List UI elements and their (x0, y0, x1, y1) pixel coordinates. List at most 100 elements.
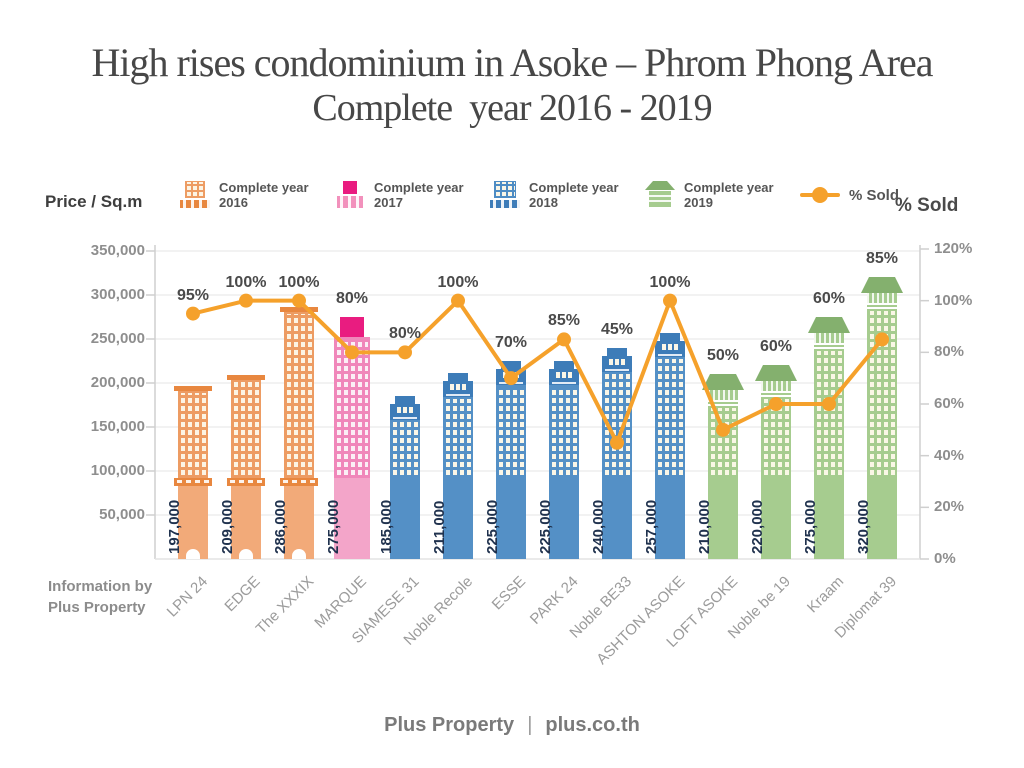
bar-value-noble-recole: 211,000 (431, 500, 448, 554)
line-point-ashton-asoke (663, 293, 677, 308)
bar-penthouse-noble-recole (448, 373, 468, 382)
bar-base-marque (334, 478, 370, 559)
bar-door-notch (239, 549, 253, 559)
pct-sold-label-the-xxxix: 100% (278, 273, 320, 291)
bar-balcony-noble-be-19 (761, 381, 791, 392)
bar-door-notch (292, 549, 306, 559)
legend-label: Complete year (684, 180, 774, 195)
bar-strip-noble-recole (443, 381, 473, 398)
bar-cap-the-xxxix (280, 307, 318, 313)
bar-ledge-noble-be-19 (761, 391, 791, 398)
line-point-siamese-31 (398, 345, 412, 360)
pct-sold-label-diplomat-39: 85% (865, 250, 899, 268)
bar-cap-lpn-24 (174, 385, 212, 391)
legend-item-2018: Complete year 2018 (490, 180, 645, 210)
line-point-park-24 (557, 332, 571, 347)
bar-penthouse-park-24 (554, 361, 574, 369)
right-axis-tick-label: 80% (934, 343, 965, 361)
chart-title-line2: Complete year 2016 - 2019 (312, 87, 712, 129)
bar-base-esse (496, 478, 526, 559)
bar-strip-windows (660, 343, 680, 350)
footer-site: plus.co.th (545, 714, 640, 736)
bar-penthouse-noble-be33 (607, 347, 627, 356)
line-point-marque (345, 345, 359, 360)
bar-strip-ledge (393, 417, 417, 420)
building-2018-icon (490, 181, 520, 209)
bar-base-loft-asoke (708, 478, 738, 559)
bar-value-the-xxxix: 286,000 (272, 499, 289, 554)
bar-body-loft-asoke (708, 406, 738, 478)
right-axis-tick-label: 100% (934, 291, 973, 309)
legend-label: % Sold (849, 186, 900, 204)
bar-base-noble-be33 (602, 478, 632, 559)
bar-band-dashes (230, 480, 262, 483)
bar-roof-kraam (808, 317, 850, 333)
bar-base-siamese-31 (390, 478, 420, 559)
bar-strip-windows (554, 372, 574, 378)
bar-base-edge (231, 486, 261, 559)
bar-base-noble-recole (443, 478, 473, 559)
bar-roof-loft-asoke (702, 374, 744, 391)
bar-base-lpn-24 (178, 486, 208, 559)
line-point-the-xxxix (292, 293, 306, 308)
bar-band-dashes (177, 480, 209, 483)
bar-band-the-xxxix (280, 478, 318, 486)
left-axis-tick-label: 300,000 (90, 286, 145, 303)
pct-sold-label-loft-asoke: 50% (706, 347, 740, 365)
legend-label: Complete year (529, 180, 619, 195)
bar-value-esse: 225,000 (484, 499, 501, 554)
bar-balcony-diplomat-39 (867, 293, 897, 304)
left-axis-tick-label: 350,000 (90, 242, 145, 259)
building-2017-icon (335, 181, 365, 209)
footer-brand: Plus Property (384, 714, 515, 736)
line-point-esse (504, 371, 518, 386)
line-point-lpn-24 (186, 306, 200, 321)
bar-body-esse (496, 385, 526, 478)
bar-value-ashton-asoke: 257,000 (643, 499, 660, 554)
bar-value-diplomat-39: 320,000 (855, 499, 872, 554)
bar-strip-ledge (446, 394, 470, 397)
left-axis-header: Price / Sq.m (45, 192, 143, 211)
legend-year: 2018 (529, 195, 558, 210)
legend-item-sold: % Sold (800, 187, 899, 203)
bar-value-loft-asoke: 210,000 (696, 499, 713, 554)
pct-sold-label-edge: 100% (225, 273, 267, 291)
bar-base-noble-be-19 (761, 478, 791, 559)
percent-sold-line (192, 298, 884, 445)
bar-body-the-xxxix (284, 312, 314, 478)
info-note: Information by Plus Property (48, 578, 153, 616)
right-axis-tick-label: 120% (934, 240, 973, 257)
bar-value-edge: 209,000 (219, 499, 236, 554)
left-axis-tick-label: 150,000 (90, 418, 145, 435)
left-axis-tick-label: 100,000 (90, 462, 145, 479)
bar-base-diplomat-39 (867, 478, 897, 559)
line-point-loft-asoke (716, 422, 730, 437)
legend-item-2016: Complete year 2016 (180, 180, 335, 210)
pct-sold-label-kraam: 60% (812, 290, 846, 307)
line-point-noble-recole (451, 293, 465, 308)
footer: Plus Property | plus.co.th (0, 714, 1024, 737)
left-axis-tick-label: 50,000 (99, 506, 145, 523)
bar-band-dashes (283, 480, 315, 483)
bar-ledge-diplomat-39 (867, 303, 897, 310)
line-point-diplomat-39 (875, 332, 889, 347)
left-axis-tick-label: 200,000 (90, 374, 145, 391)
left-axis-tick-label: 250,000 (90, 330, 145, 347)
bar-strip-windows (607, 358, 627, 365)
bar-body-lpn-24 (178, 390, 208, 478)
bar-strip-siamese-31 (390, 404, 420, 421)
bar-strip-park-24 (549, 369, 579, 385)
building-2016-icon (180, 181, 210, 209)
right-axis-tick-label: 0% (934, 550, 956, 567)
bar-value-kraam: 275,000 (802, 499, 819, 554)
legend-year: 2019 (684, 195, 713, 210)
bar-roof-noble-be-19 (755, 365, 797, 382)
bar-cap-edge (227, 375, 265, 381)
bar-ledge-kraam (814, 343, 844, 349)
legend-label: Complete year (374, 180, 464, 195)
footer-separator: | (527, 714, 533, 736)
legend-item-2017: Complete year 2017 (335, 180, 490, 210)
